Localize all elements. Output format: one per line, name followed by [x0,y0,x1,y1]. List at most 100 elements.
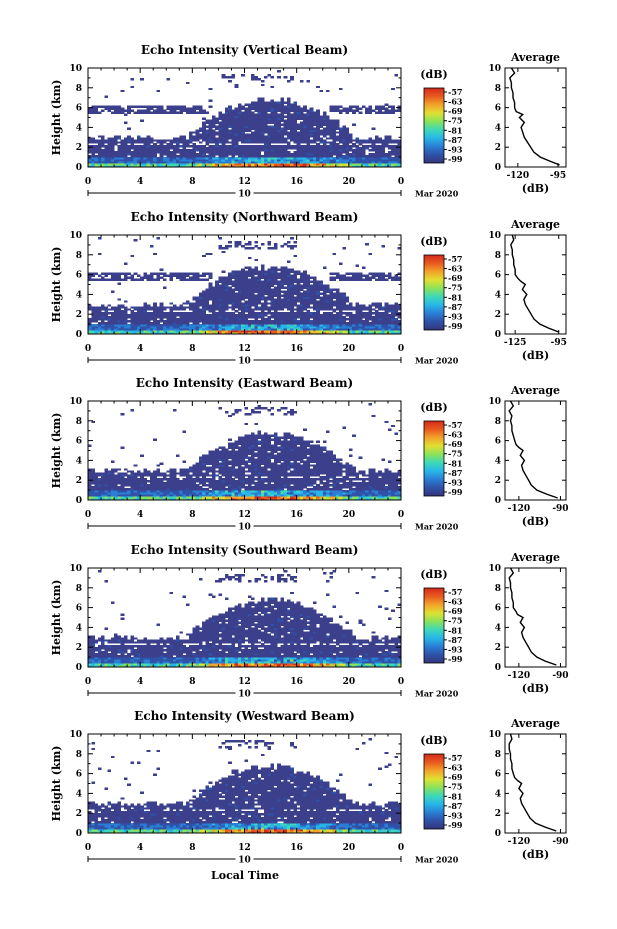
heatmap-cell [352,153,356,156]
heatmap-cell [397,306,402,309]
heatmap-cell [202,149,206,152]
heatmap-cell [231,318,236,321]
heatmap-cell [280,316,285,319]
heatmap-cell [241,113,245,116]
heatmap-cell [241,153,245,156]
heatmap-cell [117,324,121,327]
heatmap-cell [342,127,346,130]
heatmap-cell [228,282,232,285]
heatmap-cell [329,316,333,319]
x-tick-label: 20 [343,177,356,187]
heatmap-cell [91,480,95,483]
heatmap-cell [88,492,92,495]
heatmap-cell [241,121,245,124]
heatmap-cell [176,147,180,150]
heatmap-cell [107,163,112,166]
heatmap-cell [342,151,346,154]
heatmap-cell [267,145,271,148]
heatmap-cell [140,496,144,499]
heatmap-cell [303,163,307,166]
heatmap-cell [97,141,102,144]
heatmap-cell [384,107,389,110]
heatmap-cell [312,165,317,168]
heatmap-cell [228,286,232,289]
heatmap-cell [319,286,324,289]
heatmap-cell [88,272,92,275]
heatmap-cell [264,115,268,118]
heatmap-cell [136,322,141,325]
heatmap-cell [303,322,307,325]
heatmap-cell [264,141,268,144]
heatmap-cell [215,125,219,128]
heatmap-cell [260,113,265,116]
heatmap-cell [254,109,258,112]
heatmap-cell [326,328,330,331]
heatmap-cell [299,330,304,333]
heatmap-cell [335,330,340,333]
heatmap-cell [254,135,258,138]
heatmap-cell [241,332,245,335]
heatmap-cell [208,314,213,317]
heatmap-cell [309,115,314,118]
heatmap-cell [143,496,148,499]
heatmap-cell [257,308,262,311]
heatmap-cell [361,165,366,168]
heatmap-cell [94,141,99,144]
heatmap-cell [254,165,258,168]
heatmap-cell [342,137,346,140]
heatmap-cell [140,139,144,142]
heatmap-cell [283,274,288,277]
heatmap-cell [251,75,255,79]
heatmap-cell [277,314,281,317]
heatmap-cell [312,135,317,138]
heatmap-cell [267,328,271,331]
heatmap-cell [237,276,242,279]
heatmap-cell [237,115,242,118]
heatmap-cell [234,292,239,295]
heatmap-cell [237,133,242,136]
heatmap-cell [247,151,252,154]
heatmap-cell [378,308,382,311]
heatmap-cell [202,121,206,124]
heatmap-cell [306,326,311,329]
heatmap-cell [283,165,288,168]
heatmap-cell [329,328,333,331]
heatmap-cell [182,302,187,305]
heatmap-cell [234,272,239,275]
heatmap-cell [123,310,128,313]
heatmap-cell [146,332,151,335]
heatmap-cell [391,111,395,114]
heatmap-cell [322,332,327,335]
heatmap-cell [309,161,314,164]
heatmap-cell [166,480,170,483]
heatmap-cell [104,490,108,493]
heatmap-cell [361,326,366,329]
heatmap-cell [218,300,223,303]
heatmap-cell [156,484,161,487]
heatmap-cell [290,286,294,289]
heatmap-cell [345,306,350,309]
heatmap-cell [159,492,164,495]
heatmap-cell [361,324,366,327]
heatmap-cell [371,159,376,162]
heatmap-cell [345,330,350,333]
heatmap-cell [202,155,206,158]
heatmap-cell [162,330,167,333]
heatmap-cell [286,121,291,124]
heatmap-cell [117,480,121,483]
heatmap-cell [133,161,138,164]
colorbar-tick-label: -99 [448,321,463,331]
heatmap-cell [270,149,275,152]
heatmap-cell [319,161,324,164]
heatmap-cell [251,302,255,305]
heatmap-cell [110,330,115,333]
colorbar-tick-label: -99 [448,154,463,164]
heatmap-cell [290,77,294,81]
heatmap-cell [251,274,255,277]
heatmap-cell [107,109,112,112]
heatmap-cell [208,310,213,313]
heatmap-cell [205,300,210,303]
heatmap-cell [120,330,125,333]
heatmap-cell [277,284,281,287]
profile-x-tick-label: -95 [550,171,566,181]
